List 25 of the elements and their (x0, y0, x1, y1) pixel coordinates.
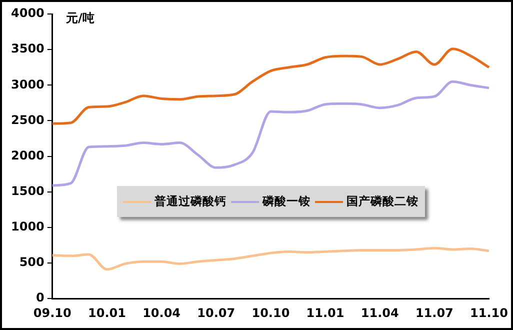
y-tick-label: 500 (19, 255, 44, 270)
y-tick-label: 4000 (10, 6, 44, 20)
x-tick-label: 10.10 (252, 306, 290, 320)
x-tick-label: 10.07 (197, 306, 236, 320)
x-tick-label: 10.01 (88, 306, 126, 320)
y-tick-label: 3500 (10, 42, 44, 56)
y-tick-label: 2000 (10, 148, 44, 162)
y-tick-label: 0 (36, 290, 44, 305)
y-tick-label: 3000 (10, 77, 44, 92)
legend-label: 磷酸一铵 (262, 194, 311, 210)
line-series (51, 48, 490, 125)
y-tick-label: 1000 (10, 220, 44, 234)
x-tick-label: 11.10 (470, 306, 508, 320)
line-series (51, 246, 490, 271)
x-tick-label: 11.07 (415, 306, 454, 320)
x-tick-label: 09.10 (33, 306, 72, 320)
line-series (51, 80, 490, 187)
x-tick-label: 11.01 (306, 306, 344, 320)
x-tick-label: 10.04 (142, 306, 181, 320)
y-tick-label: 2500 (10, 112, 44, 127)
y-tick-label: 1500 (10, 184, 44, 198)
y-axis-title: 元/吨 (66, 10, 94, 27)
legend-label: 普通过磷酸钙 (154, 194, 227, 210)
legend-label: 国产磷酸二铵 (346, 194, 419, 210)
x-tick-label: 11.04 (360, 306, 399, 320)
